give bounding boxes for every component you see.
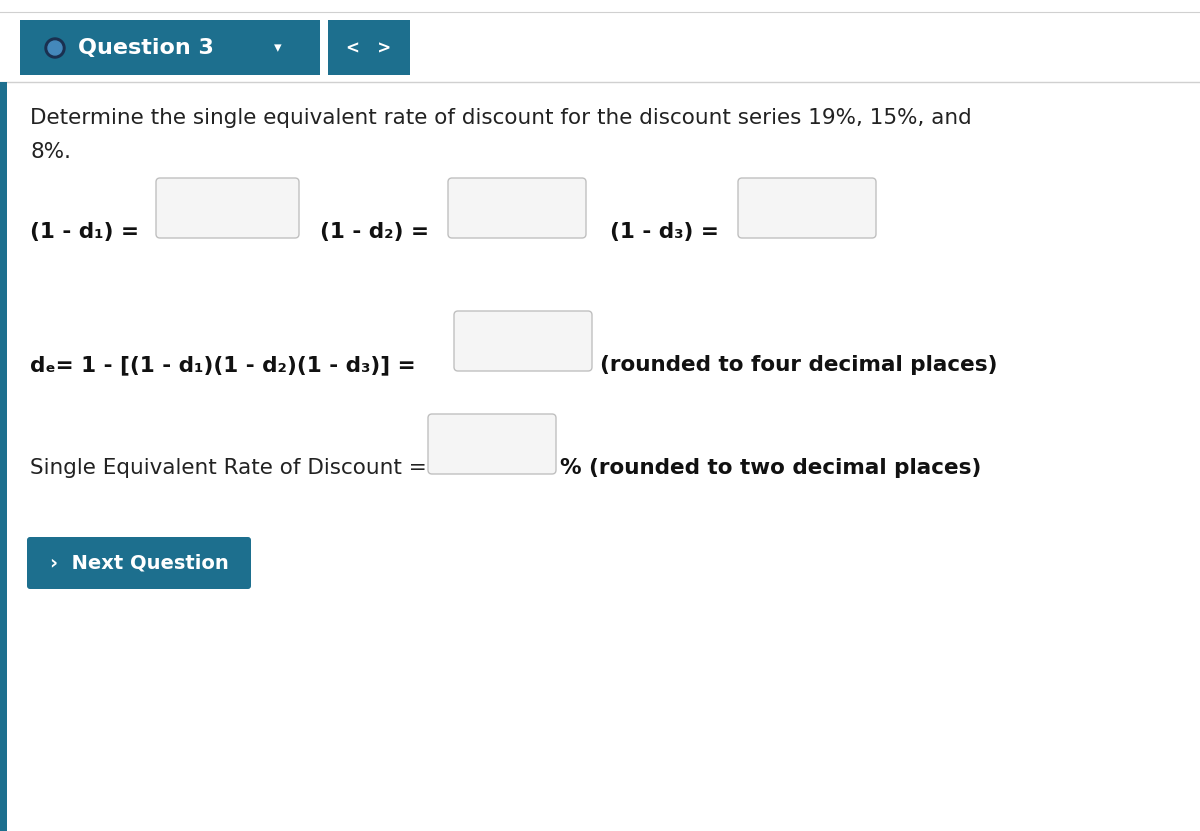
- FancyBboxPatch shape: [156, 178, 299, 238]
- Circle shape: [48, 41, 62, 55]
- Text: ▾: ▾: [274, 41, 282, 56]
- Bar: [328, 20, 410, 75]
- FancyBboxPatch shape: [454, 311, 592, 371]
- Bar: [0, 82, 7, 831]
- FancyBboxPatch shape: [28, 537, 251, 589]
- FancyBboxPatch shape: [448, 178, 586, 238]
- Text: % (rounded to two decimal places): % (rounded to two decimal places): [560, 458, 982, 478]
- Circle shape: [46, 38, 65, 58]
- FancyBboxPatch shape: [428, 414, 556, 474]
- Text: dₑ= 1 - [(1 - d₁)(1 - d₂)(1 - d₃)] =: dₑ= 1 - [(1 - d₁)(1 - d₂)(1 - d₃)] =: [30, 355, 415, 375]
- Text: 8%.: 8%.: [30, 142, 71, 162]
- Text: (1 - d₁) =: (1 - d₁) =: [30, 222, 139, 242]
- Bar: [20, 20, 320, 75]
- Text: (1 - d₂) =: (1 - d₂) =: [320, 222, 430, 242]
- Text: ›  Next Question: › Next Question: [49, 553, 228, 573]
- Text: (1 - d₃) =: (1 - d₃) =: [610, 222, 719, 242]
- FancyBboxPatch shape: [738, 178, 876, 238]
- Text: Single Equivalent Rate of Discount =: Single Equivalent Rate of Discount =: [30, 458, 427, 478]
- Text: Question 3: Question 3: [78, 38, 214, 58]
- Text: Determine the single equivalent rate of discount for the discount series 19%, 15: Determine the single equivalent rate of …: [30, 108, 972, 128]
- Text: (rounded to four decimal places): (rounded to four decimal places): [600, 355, 997, 375]
- Text: <   >: < >: [347, 39, 391, 57]
